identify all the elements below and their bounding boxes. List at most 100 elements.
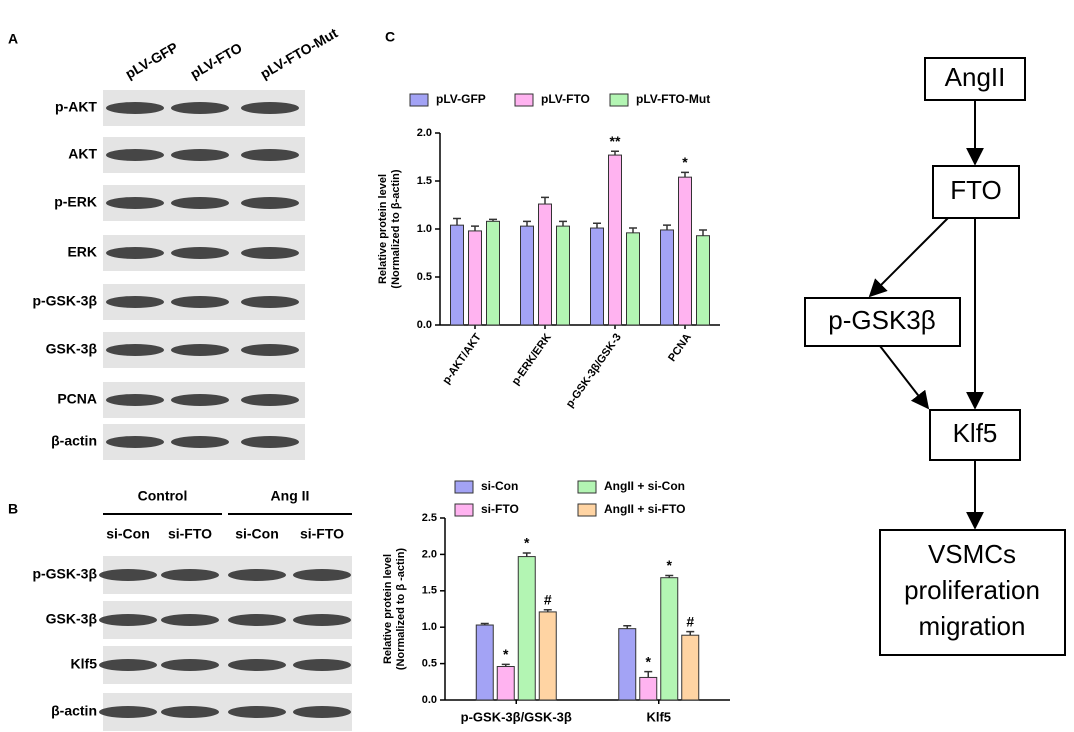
significance: **: [610, 133, 621, 149]
band: [293, 614, 351, 626]
band: [99, 706, 157, 718]
bar: [475, 624, 494, 701]
legend-label: AngII + si-Con: [604, 479, 685, 493]
band: [99, 659, 157, 671]
band: [171, 436, 229, 448]
error-bar: [522, 552, 531, 557]
legend-label: si-Con: [481, 479, 518, 493]
y-tick-label: 0.0: [417, 319, 432, 331]
legend-label: pLV-FTO-Mut: [636, 92, 710, 106]
band: [241, 394, 299, 406]
band: [171, 247, 229, 259]
band: [228, 659, 286, 671]
group-label: Ang II: [271, 488, 310, 504]
band: [293, 659, 351, 671]
y-tick-label: 0.5: [422, 658, 437, 670]
panel-label: A: [8, 31, 18, 47]
row-label: β-actin: [51, 433, 97, 449]
band: [106, 102, 164, 114]
y-tick-label: 1.5: [417, 175, 432, 187]
error-bar: [501, 663, 510, 667]
band: [171, 197, 229, 209]
band: [241, 344, 299, 356]
y-tick-label: 2.5: [422, 512, 437, 524]
band: [106, 344, 164, 356]
band: [161, 659, 219, 671]
bar: [468, 230, 482, 326]
node-label: migration: [919, 611, 1026, 641]
error-bar: [629, 227, 637, 233]
lane-label: si-Con: [106, 526, 150, 542]
row-label: p-GSK-3β: [32, 566, 97, 582]
node-box: [879, 529, 1066, 656]
row-label: p-ERK: [54, 194, 97, 210]
bar: [678, 176, 692, 326]
legend-swatch: [454, 503, 474, 517]
significance: *: [503, 646, 509, 662]
y-tick-label: 1.0: [422, 621, 437, 633]
band: [171, 344, 229, 356]
error-bar: [611, 150, 619, 156]
band: [241, 149, 299, 161]
legend-label: pLV-GFP: [436, 92, 486, 106]
node-label: Klf5: [953, 418, 998, 448]
panel-label: C: [385, 29, 395, 45]
significance: *: [682, 154, 688, 170]
blots: pLV-GFP pLV-FTO pLV-FTO-Mutp-AKTAKTp-ERKER…: [32, 24, 352, 731]
row-label: GSK-3β: [46, 611, 98, 627]
y-axis-label: (Normalized to β-actin): [390, 169, 402, 289]
bar: [696, 235, 710, 326]
error-bar: [453, 217, 461, 226]
band: [228, 706, 286, 718]
row-label: Klf5: [71, 656, 98, 672]
error-bar: [681, 171, 689, 178]
y-tick-label: 0.0: [422, 694, 437, 706]
bar: [660, 577, 679, 701]
error-bar: [559, 220, 567, 227]
error-bar: [543, 608, 552, 612]
error-bar: [523, 220, 531, 227]
row-label: p-AKT: [55, 99, 97, 115]
error-bar: [593, 222, 601, 229]
legend-swatch: [514, 93, 534, 107]
error-bar: [699, 229, 707, 236]
bar: [660, 229, 674, 326]
bar: [681, 634, 700, 701]
significance: *: [667, 557, 673, 573]
x-tick-label: Klf5: [646, 709, 671, 724]
group-label: Control: [138, 488, 188, 504]
band: [161, 706, 219, 718]
band: [171, 102, 229, 114]
lane-label: si-FTO: [300, 526, 344, 542]
legend-swatch: [577, 480, 597, 494]
row-label: AKT: [68, 146, 97, 162]
y-tick-label: 0.5: [417, 271, 432, 283]
lane-label: si-Con: [235, 526, 279, 542]
bar: [520, 225, 534, 326]
y-tick-label: 1.5: [422, 585, 437, 597]
bar: [590, 227, 604, 326]
arrow: [868, 217, 949, 298]
band: [161, 614, 219, 626]
legend-label: si-FTO: [481, 502, 519, 516]
significance: #: [544, 591, 552, 607]
legend-label: AngII + si-FTO: [604, 502, 685, 516]
band: [106, 197, 164, 209]
band: [171, 296, 229, 308]
band: [106, 394, 164, 406]
error-bar: [686, 630, 695, 636]
node-label: p-GSK3β: [828, 305, 935, 335]
bar: [538, 611, 557, 701]
band: [228, 614, 286, 626]
band: [293, 569, 351, 581]
arrow: [879, 345, 930, 410]
error-bar: [623, 624, 632, 629]
y-tick-label: 1.0: [417, 223, 432, 235]
legend-swatch: [609, 93, 629, 107]
band: [241, 436, 299, 448]
band: [99, 614, 157, 626]
band: [293, 706, 351, 718]
band: [241, 197, 299, 209]
panel-label: B: [8, 501, 18, 517]
